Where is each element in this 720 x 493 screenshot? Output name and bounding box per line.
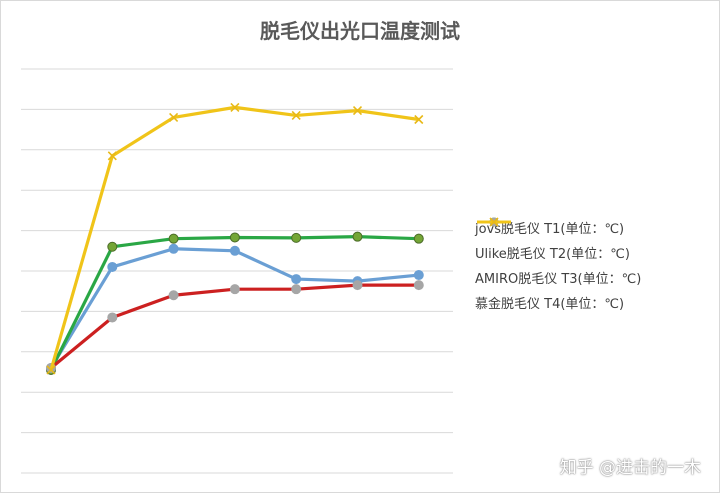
series-line-2 (49, 235, 419, 371)
legend-label: AMIRO脱毛仪 T3(单位：℃) (475, 272, 642, 287)
data-point (413, 270, 424, 281)
data-point (291, 232, 302, 243)
data-point (291, 284, 302, 295)
legend-swatch (477, 217, 511, 227)
legend-item-4: 慕金脱毛仪 T4(单位：℃) (475, 217, 641, 315)
data-point (291, 110, 301, 121)
data-point (352, 280, 363, 291)
legend-label: 慕金脱毛仪 T4(单位：℃) (475, 297, 625, 312)
data-point (229, 232, 240, 243)
data-point (352, 106, 363, 116)
data-point (229, 284, 240, 295)
data-point (352, 231, 363, 242)
chart-title: 脱毛仪出光口温度测试 (260, 19, 460, 43)
data-point (229, 245, 240, 256)
series-line-1 (49, 247, 419, 369)
data-point (168, 233, 179, 244)
legend-item-3: AMIRO脱毛仪 T3(单位：℃) (475, 217, 642, 290)
legend-label: Ulike脱毛仪 T2(单位：℃) (475, 247, 630, 262)
data-point (168, 243, 179, 254)
data-point (107, 261, 118, 272)
legend-item-2: Ulike脱毛仪 T2(单位：℃) (475, 217, 641, 265)
data-point (168, 290, 179, 301)
legend-label: jovs脱毛仪 T1(单位：℃) (475, 222, 625, 237)
data-point (414, 114, 424, 125)
chart-legend: jovs脱毛仪 T1(单位：℃) Ulike脱毛仪 T2(单位：℃) AMIRO脱毛… (475, 215, 641, 315)
data-point (291, 274, 302, 285)
data-point (413, 233, 424, 244)
data-point (46, 365, 56, 375)
data-point (230, 102, 240, 112)
data-point (107, 151, 117, 161)
data-point (413, 280, 424, 291)
series-line-3 (49, 283, 419, 370)
data-point (107, 312, 118, 323)
data-point (107, 241, 118, 252)
watermark-text: 知乎 @进击的一木 (559, 458, 701, 478)
data-point (169, 112, 179, 123)
